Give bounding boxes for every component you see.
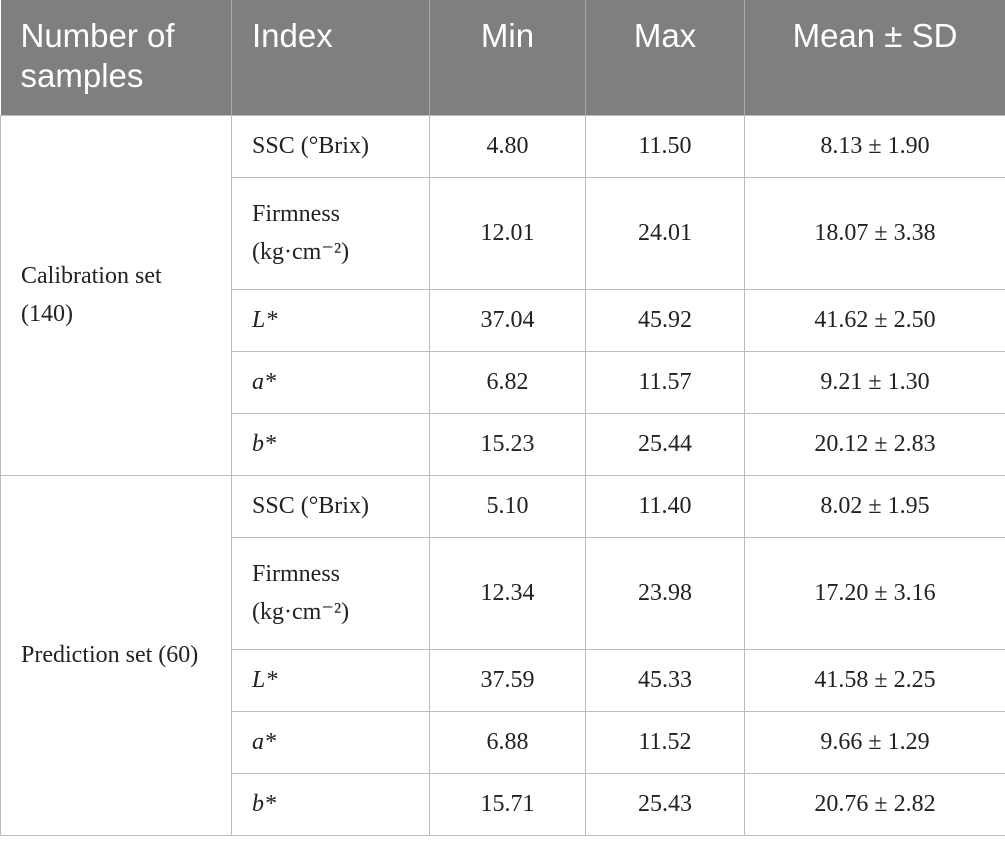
index-cell: Firmness (kg·cm⁻²)	[231, 536, 430, 650]
header-cell: Mean ± SD	[744, 0, 1005, 115]
table-row: Prediction set (60) SSC (°Brix) 5.10 11.40 8…	[0, 474, 1005, 836]
table-row: a* 6.82 11.57 9.21 ± 1.30	[1, 350, 1005, 414]
value-cell: 11.52	[585, 710, 745, 774]
value-cell: 45.33	[585, 648, 745, 712]
value-cell: 12.34	[429, 536, 586, 650]
value-cell: 17.20 ± 3.16	[744, 536, 1005, 650]
value-cell: 23.98	[585, 536, 745, 650]
table-row: Calibration set (140) SSC (°Brix) 4.80 11.5…	[0, 114, 1005, 476]
table-row: Firmness (kg·cm⁻²) 12.01 24.01 18.07 ± 3.38	[1, 176, 1005, 290]
table-row: L* 37.59 45.33 41.58 ± 2.25	[1, 648, 1005, 712]
value-cell: 20.12 ± 2.83	[744, 412, 1005, 476]
value-cell: 11.50	[585, 114, 745, 178]
value-cell: 25.44	[585, 412, 745, 476]
index-cell: L*	[231, 648, 430, 712]
value-cell: 8.02 ± 1.95	[744, 474, 1005, 538]
value-cell: 41.62 ± 2.50	[744, 288, 1005, 352]
value-cell: 45.92	[585, 288, 745, 352]
group-label: Prediction set (60)	[0, 474, 232, 836]
value-cell: 8.13 ± 1.90	[744, 114, 1005, 178]
value-cell: 4.80	[429, 114, 586, 178]
index-cell: a*	[231, 350, 430, 414]
value-cell: 6.82	[429, 350, 586, 414]
table-row: L* 37.04 45.92 41.62 ± 2.50	[1, 288, 1005, 352]
value-cell: 5.10	[429, 474, 586, 538]
value-cell: 18.07 ± 3.38	[744, 176, 1005, 290]
index-cell: SSC (°Brix)	[231, 114, 430, 178]
value-cell: 6.88	[429, 710, 586, 774]
value-cell: 9.66 ± 1.29	[744, 710, 1005, 774]
table-row: b* 15.71 25.43 20.76 ± 2.82	[1, 772, 1005, 836]
table-row: Firmness (kg·cm⁻²) 12.34 23.98 17.20 ± 3.16	[1, 536, 1005, 650]
header-cell: Index	[231, 0, 430, 115]
value-cell: 20.76 ± 2.82	[744, 772, 1005, 836]
table-body: Calibration set (140) SSC (°Brix) 4.80 11.5…	[0, 114, 1005, 836]
value-cell: 15.71	[429, 772, 586, 836]
index-cell: b*	[231, 412, 430, 476]
value-cell: 11.40	[585, 474, 745, 538]
index-cell: b*	[231, 772, 430, 836]
value-cell: 12.01	[429, 176, 586, 290]
index-cell: L*	[231, 288, 430, 352]
group-label: Calibration set (140)	[0, 114, 232, 476]
value-cell: 11.57	[585, 350, 745, 414]
index-cell: SSC (°Brix)	[231, 474, 430, 538]
value-cell: 37.04	[429, 288, 586, 352]
header-cell: Min	[429, 0, 586, 115]
value-cell: 37.59	[429, 648, 586, 712]
header-cell: Number of samples	[0, 0, 232, 115]
value-cell: 24.01	[585, 176, 745, 290]
value-cell: 25.43	[585, 772, 745, 836]
header-cell: Max	[585, 0, 745, 115]
header-row: Number of samples Index Min Max Mean ± SD	[0, 0, 1005, 115]
value-cell: 15.23	[429, 412, 586, 476]
index-cell: Firmness (kg·cm⁻²)	[231, 176, 430, 290]
value-cell: 41.58 ± 2.25	[744, 648, 1005, 712]
value-cell: 9.21 ± 1.30	[744, 350, 1005, 414]
index-cell: a*	[231, 710, 430, 774]
table-row: b* 15.23 25.44 20.12 ± 2.83	[1, 412, 1005, 476]
